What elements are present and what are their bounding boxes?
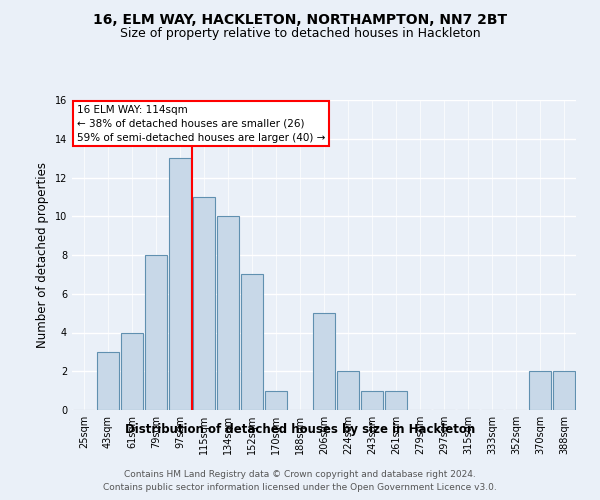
- Bar: [385, 390, 407, 410]
- Bar: [193, 197, 215, 410]
- Y-axis label: Number of detached properties: Number of detached properties: [36, 162, 49, 348]
- Bar: [217, 216, 239, 410]
- Text: Size of property relative to detached houses in Hackleton: Size of property relative to detached ho…: [119, 28, 481, 40]
- Text: 16, ELM WAY, HACKLETON, NORTHAMPTON, NN7 2BT: 16, ELM WAY, HACKLETON, NORTHAMPTON, NN7…: [93, 12, 507, 26]
- Bar: [121, 332, 143, 410]
- Bar: [337, 371, 359, 410]
- Bar: [145, 255, 167, 410]
- Text: Distribution of detached houses by size in Hackleton: Distribution of detached houses by size …: [125, 422, 475, 436]
- Text: Contains public sector information licensed under the Open Government Licence v3: Contains public sector information licen…: [103, 482, 497, 492]
- Bar: [361, 390, 383, 410]
- Bar: [169, 158, 191, 410]
- Text: Contains HM Land Registry data © Crown copyright and database right 2024.: Contains HM Land Registry data © Crown c…: [124, 470, 476, 479]
- Bar: [553, 371, 575, 410]
- Text: 16 ELM WAY: 114sqm
← 38% of detached houses are smaller (26)
59% of semi-detache: 16 ELM WAY: 114sqm ← 38% of detached hou…: [77, 104, 325, 142]
- Bar: [241, 274, 263, 410]
- Bar: [97, 352, 119, 410]
- Bar: [529, 371, 551, 410]
- Bar: [313, 313, 335, 410]
- Bar: [265, 390, 287, 410]
